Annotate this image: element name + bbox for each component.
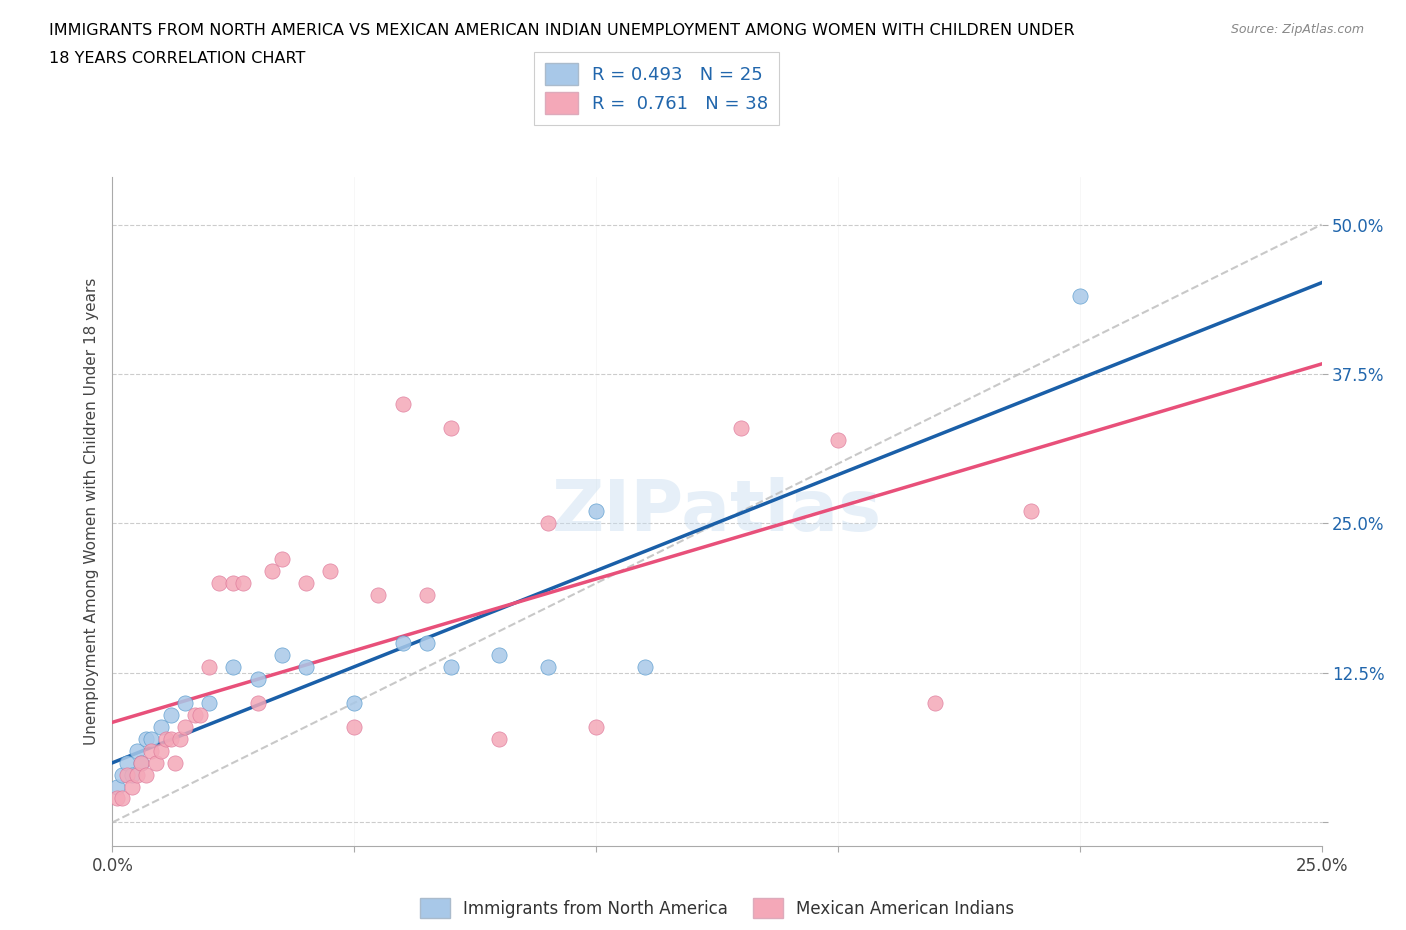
Point bbox=[440, 420, 463, 435]
Point bbox=[183, 708, 205, 723]
Point bbox=[131, 755, 153, 770]
Point bbox=[198, 696, 221, 711]
Point bbox=[343, 719, 366, 734]
Point bbox=[135, 767, 157, 782]
Point bbox=[488, 647, 510, 662]
Point bbox=[295, 576, 318, 591]
Point bbox=[131, 755, 153, 770]
Point bbox=[159, 731, 181, 746]
Point bbox=[115, 755, 138, 770]
Point bbox=[121, 767, 143, 782]
Point bbox=[149, 719, 172, 734]
Point bbox=[391, 396, 413, 411]
Point bbox=[141, 743, 163, 758]
Point bbox=[270, 551, 292, 566]
Point bbox=[222, 659, 245, 674]
Point bbox=[135, 731, 157, 746]
Point bbox=[141, 731, 163, 746]
Point bbox=[159, 708, 181, 723]
Point bbox=[537, 516, 560, 531]
Text: IMMIGRANTS FROM NORTH AMERICA VS MEXICAN AMERICAN INDIAN UNEMPLOYMENT AMONG WOME: IMMIGRANTS FROM NORTH AMERICA VS MEXICAN… bbox=[49, 23, 1074, 38]
Point bbox=[537, 659, 560, 674]
Point bbox=[169, 731, 191, 746]
Text: 18 YEARS CORRELATION CHART: 18 YEARS CORRELATION CHART bbox=[49, 51, 305, 66]
Point bbox=[827, 432, 849, 447]
Point bbox=[188, 708, 211, 723]
Point bbox=[111, 767, 134, 782]
Point bbox=[145, 755, 167, 770]
Point bbox=[246, 696, 269, 711]
Legend: Immigrants from North America, Mexican American Indians: Immigrants from North America, Mexican A… bbox=[413, 891, 1021, 925]
Point bbox=[730, 420, 752, 435]
Point bbox=[125, 767, 148, 782]
Point bbox=[115, 767, 138, 782]
Point bbox=[174, 696, 197, 711]
Point bbox=[222, 576, 245, 591]
Point bbox=[246, 671, 269, 686]
Point bbox=[585, 719, 607, 734]
Point bbox=[367, 588, 389, 603]
Point bbox=[1069, 289, 1091, 304]
Point bbox=[155, 731, 177, 746]
Point bbox=[416, 588, 439, 603]
Point bbox=[198, 659, 221, 674]
Text: ZIPatlas: ZIPatlas bbox=[553, 477, 882, 546]
Point bbox=[295, 659, 318, 674]
Point bbox=[1021, 504, 1043, 519]
Point bbox=[924, 696, 946, 711]
Text: Source: ZipAtlas.com: Source: ZipAtlas.com bbox=[1230, 23, 1364, 36]
Point bbox=[488, 731, 510, 746]
Point bbox=[232, 576, 254, 591]
Point bbox=[416, 635, 439, 650]
Y-axis label: Unemployment Among Women with Children Under 18 years: Unemployment Among Women with Children U… bbox=[83, 278, 98, 745]
Point bbox=[125, 743, 148, 758]
Point bbox=[105, 791, 128, 806]
Point bbox=[174, 719, 197, 734]
Point bbox=[585, 504, 607, 519]
Point bbox=[270, 647, 292, 662]
Point bbox=[319, 564, 342, 578]
Point bbox=[165, 755, 187, 770]
Point bbox=[149, 743, 172, 758]
Point bbox=[391, 635, 413, 650]
Point bbox=[633, 659, 655, 674]
Point bbox=[440, 659, 463, 674]
Point bbox=[262, 564, 284, 578]
Point bbox=[111, 791, 134, 806]
Point bbox=[121, 779, 143, 794]
Point bbox=[105, 779, 128, 794]
Point bbox=[343, 696, 366, 711]
Point bbox=[208, 576, 231, 591]
